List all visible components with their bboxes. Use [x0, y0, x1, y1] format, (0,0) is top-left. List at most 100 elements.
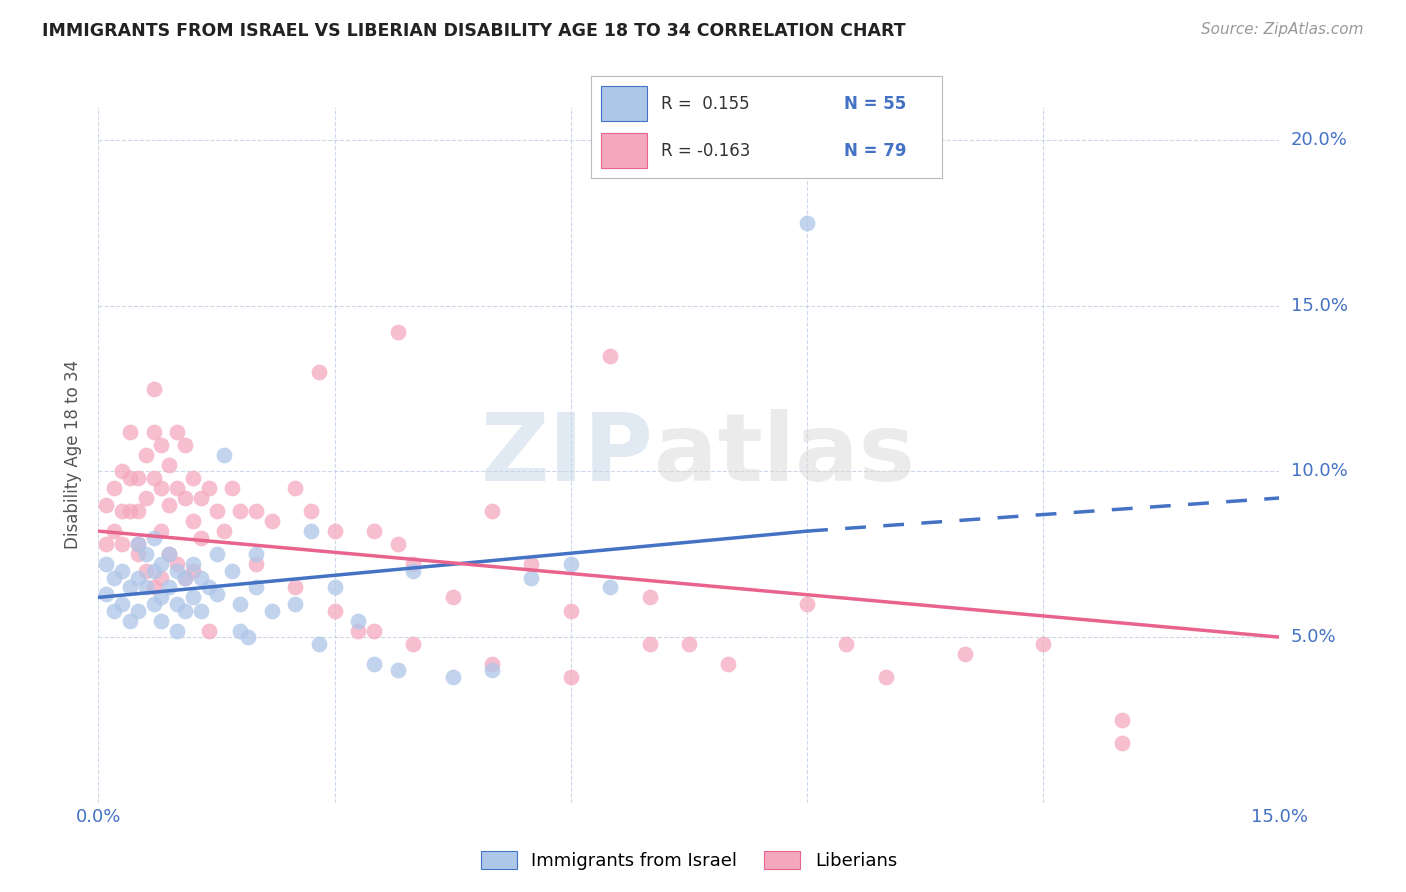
Text: IMMIGRANTS FROM ISRAEL VS LIBERIAN DISABILITY AGE 18 TO 34 CORRELATION CHART: IMMIGRANTS FROM ISRAEL VS LIBERIAN DISAB…: [42, 22, 905, 40]
Point: [127, 570, 149, 584]
Point: [221, 481, 243, 495]
Point: [260, 604, 283, 618]
Point: [135, 547, 157, 561]
Point: [166, 624, 188, 638]
Point: [174, 570, 197, 584]
Point: [441, 670, 464, 684]
Point: [221, 564, 243, 578]
Point: [520, 558, 543, 572]
Point: [835, 637, 858, 651]
Text: N = 79: N = 79: [844, 142, 905, 160]
Point: [308, 365, 330, 379]
Point: [229, 504, 252, 518]
Point: [1111, 736, 1133, 750]
Point: [142, 425, 165, 439]
Point: [363, 657, 385, 671]
Point: [103, 570, 125, 584]
Point: [347, 614, 370, 628]
Point: [166, 425, 188, 439]
Point: [236, 630, 259, 644]
Point: [190, 531, 212, 545]
Point: [245, 547, 267, 561]
Point: [118, 471, 141, 485]
Point: [229, 624, 252, 638]
Point: [174, 491, 197, 505]
Point: [157, 581, 180, 595]
Text: Source: ZipAtlas.com: Source: ZipAtlas.com: [1201, 22, 1364, 37]
Point: [299, 524, 322, 538]
Point: [142, 581, 165, 595]
Point: [142, 531, 165, 545]
Point: [135, 448, 157, 462]
Point: [260, 514, 283, 528]
Point: [481, 663, 503, 677]
Point: [402, 564, 425, 578]
Point: [387, 326, 409, 340]
Point: [150, 570, 173, 584]
Point: [441, 591, 464, 605]
Point: [157, 547, 180, 561]
Point: [402, 637, 425, 651]
Point: [150, 614, 173, 628]
Point: [197, 481, 219, 495]
Point: [197, 581, 219, 595]
Point: [214, 524, 236, 538]
Point: [166, 481, 188, 495]
Point: [190, 491, 212, 505]
Point: [181, 471, 204, 485]
Point: [166, 564, 188, 578]
Point: [103, 604, 125, 618]
Point: [953, 647, 976, 661]
Point: [118, 504, 141, 518]
Point: [118, 581, 141, 595]
Point: [284, 581, 307, 595]
Point: [638, 591, 661, 605]
Point: [190, 604, 212, 618]
Point: [127, 537, 149, 551]
Text: N = 55: N = 55: [844, 95, 905, 112]
Point: [229, 597, 252, 611]
Text: 10.0%: 10.0%: [1291, 462, 1347, 481]
Point: [299, 504, 322, 518]
Point: [181, 591, 204, 605]
Point: [127, 504, 149, 518]
Point: [135, 491, 157, 505]
Point: [363, 524, 385, 538]
Point: [127, 537, 149, 551]
Point: [402, 558, 425, 572]
Point: [214, 448, 236, 462]
Point: [150, 524, 173, 538]
Point: [127, 547, 149, 561]
Point: [118, 425, 141, 439]
Point: [103, 481, 125, 495]
Point: [157, 547, 180, 561]
Text: R = -0.163: R = -0.163: [661, 142, 751, 160]
Point: [796, 216, 818, 230]
Point: [323, 604, 346, 618]
Point: [1032, 637, 1054, 651]
Point: [150, 591, 173, 605]
Point: [205, 587, 228, 601]
Point: [174, 604, 197, 618]
Point: [796, 597, 818, 611]
Point: [103, 524, 125, 538]
Point: [174, 438, 197, 452]
Point: [245, 581, 267, 595]
Point: [197, 624, 219, 638]
Point: [560, 670, 582, 684]
Point: [638, 637, 661, 651]
Point: [127, 471, 149, 485]
Point: [284, 481, 307, 495]
Point: [875, 670, 897, 684]
Point: [560, 604, 582, 618]
Point: [245, 558, 267, 572]
Point: [363, 624, 385, 638]
Point: [308, 637, 330, 651]
Point: [347, 624, 370, 638]
Point: [111, 564, 134, 578]
Point: [181, 558, 204, 572]
Point: [717, 657, 740, 671]
Point: [190, 570, 212, 584]
Point: [111, 537, 134, 551]
Point: [1111, 713, 1133, 727]
